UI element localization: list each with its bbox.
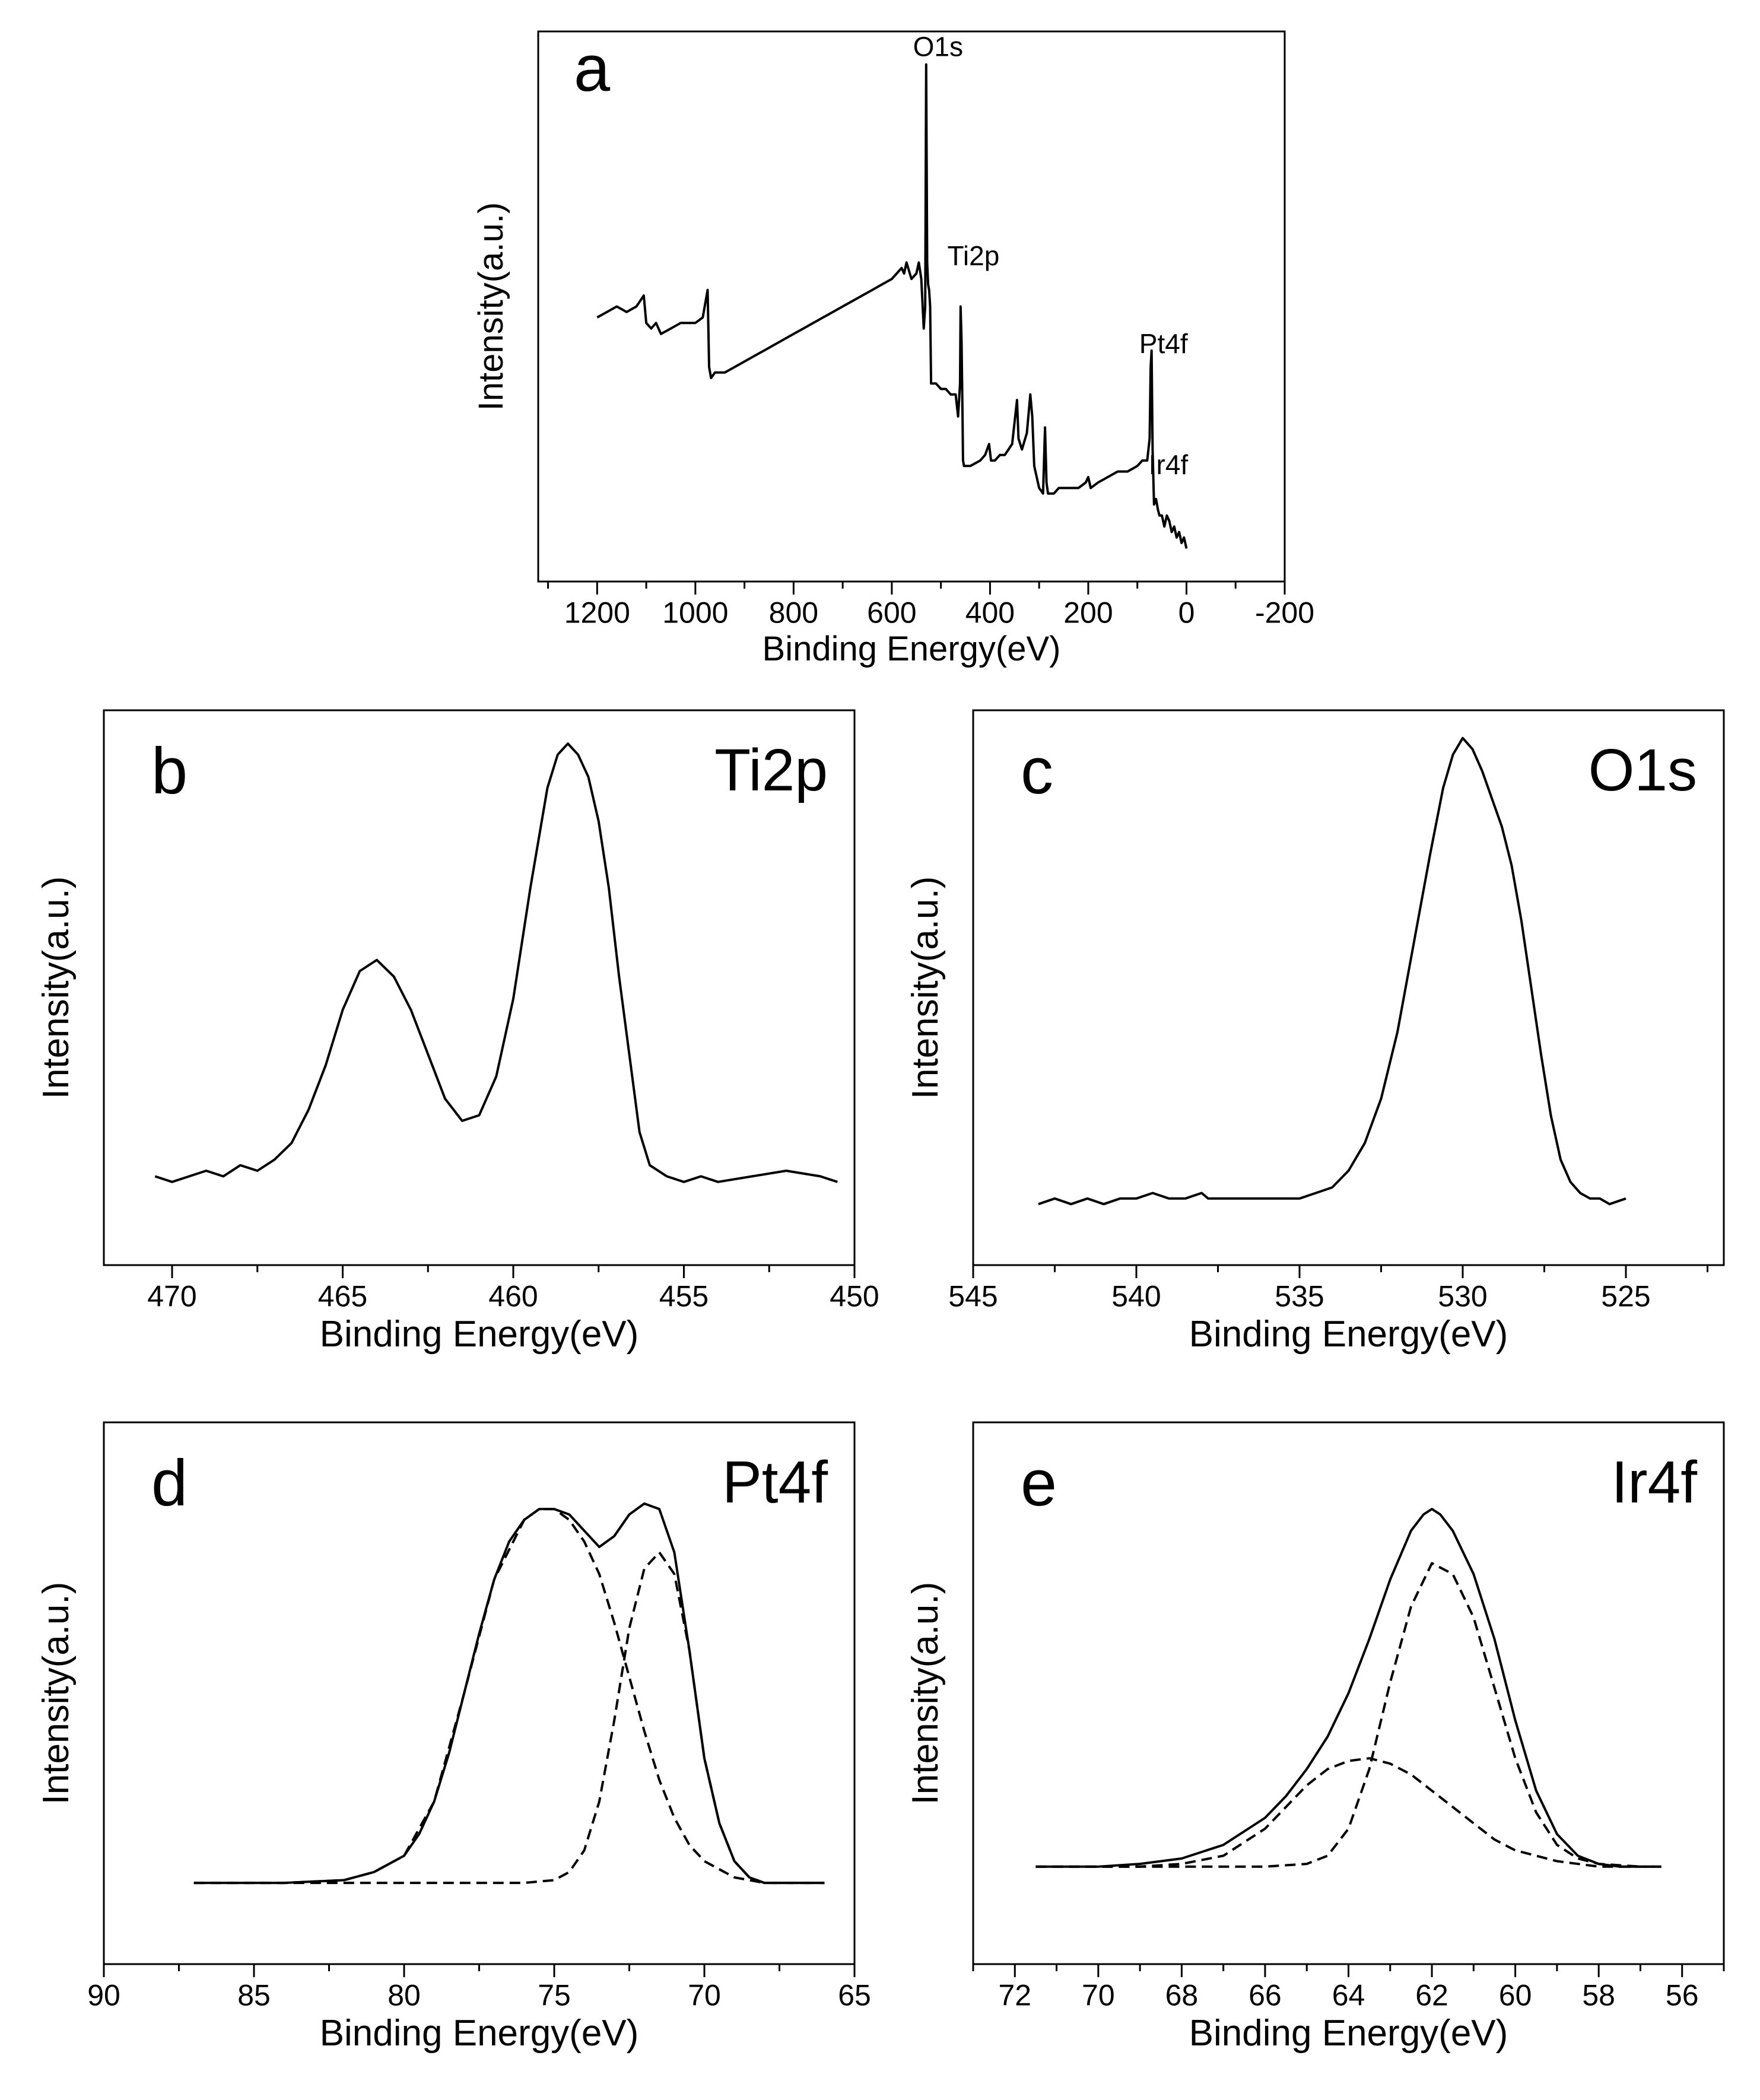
x-tick-label: 56 xyxy=(1666,1979,1699,2012)
x-tick-label: 535 xyxy=(1275,1280,1324,1313)
panel-label: d xyxy=(151,1447,188,1520)
peak-annotation: Ti2p xyxy=(948,240,1000,271)
x-tick-label: 75 xyxy=(538,1979,571,2012)
series-line-O1s xyxy=(1038,736,1626,1206)
panel-b: 470 465 460 455 450 Binding Energy(eV) Intensi… xyxy=(36,709,879,1355)
x-tick-label: 455 xyxy=(659,1280,709,1313)
panel-c: 545 540 535 530 525 Binding Energy(eV) Intensi… xyxy=(905,709,1725,1355)
y-axis-label: Intensity(a.u.) xyxy=(36,876,77,1100)
y-axis-label: Intensity(a.u.) xyxy=(905,876,946,1100)
x-tick-label: 66 xyxy=(1248,1979,1282,2012)
series-line-survey xyxy=(596,63,1188,549)
x-tick-label: 400 xyxy=(965,596,1015,630)
peak-annotation: Pt4f xyxy=(1139,328,1188,359)
plot-frame xyxy=(537,30,1286,583)
plot-frame xyxy=(972,709,1725,1266)
x-tick-label: 0 xyxy=(1178,596,1195,630)
series-line-envelope xyxy=(1035,1508,1661,1868)
x-tick-label: -200 xyxy=(1255,596,1314,630)
x-tick-label: 62 xyxy=(1415,1979,1448,2012)
x-tick-label: 450 xyxy=(830,1280,879,1313)
panel-label: a xyxy=(574,32,611,105)
x-tick-label: 470 xyxy=(147,1280,196,1313)
panel-title: O1s xyxy=(1589,737,1697,803)
x-axis-label: Binding Energy(eV) xyxy=(1189,1314,1508,1355)
x-tick-label: 545 xyxy=(948,1280,997,1313)
y-axis-label: Intensity(a.u.) xyxy=(905,1582,946,1805)
x-axis-label: Binding Energy(eV) xyxy=(1189,2013,1508,2054)
y-axis-label: Intensity(a.u.) xyxy=(36,1582,77,1805)
x-tick-label: 68 xyxy=(1165,1979,1199,2012)
x-tick-label: 460 xyxy=(488,1280,538,1313)
series-line-Ti2p xyxy=(154,742,838,1183)
x-axis-label: Binding Energy(eV) xyxy=(320,1314,639,1355)
peak-annotation: Ir4f xyxy=(1149,449,1189,480)
x-tick-label: 1000 xyxy=(662,596,728,630)
panel-label: b xyxy=(151,735,188,808)
panel-e: 72 70 68 66 64 62 60 58 56 Binding Energy(eV) Inte… xyxy=(905,1421,1725,2054)
series-line-component-2 xyxy=(193,1551,825,1885)
x-axis-label: Binding Energy(eV) xyxy=(763,630,1061,668)
x-tick-label: 58 xyxy=(1582,1979,1615,2012)
peak-annotation: O1s xyxy=(913,31,963,62)
x-tick-label: 60 xyxy=(1499,1979,1532,2012)
x-tick-label: 80 xyxy=(387,1979,421,2012)
plot-frame xyxy=(103,709,856,1266)
panel-label: c xyxy=(1021,735,1053,808)
panel-label: e xyxy=(1021,1447,1057,1520)
y-axis-label: Intensity(a.u.) xyxy=(472,202,510,411)
x-tick-label: 1200 xyxy=(564,596,630,630)
series-line-component-1 xyxy=(1035,1757,1661,1868)
x-tick-label: 465 xyxy=(318,1280,367,1313)
x-tick-label: 70 xyxy=(1082,1979,1115,2012)
x-tick-label: 90 xyxy=(87,1979,120,2012)
series-line-component-1 xyxy=(193,1508,825,1885)
x-axis-label: Binding Energy(eV) xyxy=(320,2013,639,2054)
x-tick-label: 525 xyxy=(1601,1280,1650,1313)
x-tick-label: 64 xyxy=(1332,1979,1365,2012)
x-tick-label: 200 xyxy=(1063,596,1113,630)
panel-d: 90 85 80 75 70 65 Binding Energy(eV) Intensity(… xyxy=(36,1421,871,2054)
x-tick-label: 65 xyxy=(838,1979,871,2012)
x-tick-label: 72 xyxy=(998,1979,1031,2012)
series-line-envelope xyxy=(193,1502,825,1885)
x-tick-label: 800 xyxy=(769,596,818,630)
x-tick-label: 530 xyxy=(1438,1280,1487,1313)
panel-title: Pt4f xyxy=(722,1449,828,1516)
panel-title: Ir4f xyxy=(1612,1449,1698,1516)
x-tick-label: 540 xyxy=(1111,1280,1161,1313)
panel-a: 1200 1000 800 600 400 200 0 -200 Binding Energy(… xyxy=(472,30,1314,668)
panel-title: Ti2p xyxy=(714,737,828,803)
x-tick-label: 85 xyxy=(237,1979,271,2012)
series-line-component-2 xyxy=(1035,1562,1661,1868)
x-tick-label: 600 xyxy=(867,596,916,630)
x-tick-label: 70 xyxy=(688,1979,721,2012)
